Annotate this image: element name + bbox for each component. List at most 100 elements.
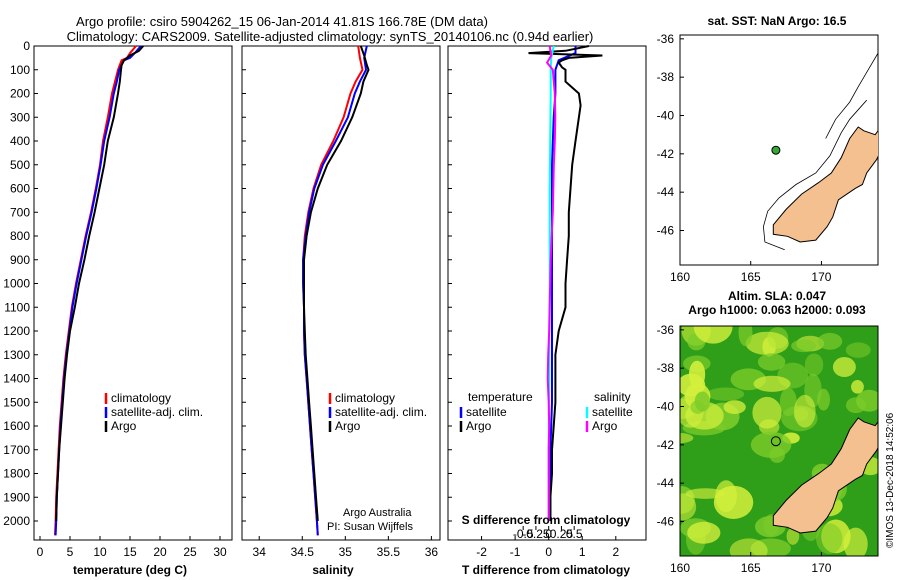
y-tick-label: 1600 — [3, 419, 30, 433]
sla-patch — [817, 332, 843, 350]
map-y-tick-label: -36 — [657, 32, 675, 46]
x-tick-label: -1 — [510, 545, 521, 559]
map-y-tick-label: -38 — [657, 361, 675, 375]
plot-frame — [447, 45, 647, 541]
float-position-marker — [770, 436, 781, 447]
sla-patch — [816, 523, 843, 555]
land-group — [772, 417, 878, 534]
plot-frame — [33, 45, 233, 541]
x-tick-label: 0 — [545, 545, 552, 559]
sla-patch — [845, 342, 871, 358]
sla-patch — [693, 326, 733, 344]
y-tick-label: 600 — [10, 182, 30, 196]
sla-patch — [750, 431, 792, 458]
legend-label: Argo — [335, 419, 361, 433]
sla-patch — [680, 493, 697, 521]
sla-patch — [851, 379, 864, 394]
map-x-tick-label: 160 — [670, 561, 690, 575]
x-tick-label: 25 — [183, 545, 197, 559]
y-tick-label: 1400 — [3, 372, 30, 386]
y-tick-label: 1700 — [3, 443, 30, 457]
legend-label: satellite — [592, 405, 633, 419]
map-y-tick-label: -44 — [657, 476, 675, 490]
x-tick-label: 20 — [153, 545, 167, 559]
legend-label: climatology — [335, 391, 395, 405]
bathymetry-contour-1 — [825, 52, 878, 139]
sst-map-title: sat. SST: NaN Argo: 16.5 — [708, 14, 847, 28]
x-tick-label: 30 — [213, 545, 227, 559]
sla-patch — [706, 387, 745, 401]
x-tick-label: 0 — [37, 545, 44, 559]
y-tick-label: 1300 — [3, 348, 30, 362]
map-y-tick-label: -44 — [657, 185, 675, 199]
temperature-panel: 0100200300400500600700800900100011001200… — [3, 39, 233, 559]
x-tick-label: 15 — [123, 545, 137, 559]
y-tick-label: 0 — [23, 39, 30, 53]
x-tick-label: 34 — [253, 545, 267, 559]
salinity-xlabel: salinity — [312, 563, 354, 577]
sla-map-subtitle: Argo h1000: 0.063 h2000: 0.093 — [688, 303, 866, 317]
x2-tick-label: 0.5 — [566, 527, 583, 541]
sla-patch — [694, 391, 710, 412]
legend-label: satellite-adj. clim. — [335, 405, 427, 419]
y-tick-label: 500 — [10, 158, 30, 172]
y-tick-label: 900 — [10, 253, 30, 267]
sla-map-panel: 160 165 170 -36 -38 -40 -42 -44 -46 — [657, 323, 879, 575]
sla-map-title: Altim. SLA: 0.047 — [728, 289, 826, 303]
y-tick-label: 1500 — [3, 395, 30, 409]
legend-label: climatology — [111, 391, 171, 405]
legend-label: Argo — [111, 419, 137, 433]
legend-label: satellite — [466, 405, 507, 419]
sla-patch — [845, 397, 866, 414]
sla-patch — [723, 400, 746, 415]
bathymetry-contour-0 — [762, 99, 867, 251]
sla-patch — [729, 538, 768, 556]
south-island-land — [772, 126, 878, 243]
land-group — [762, 52, 878, 251]
map-y-tick-label: -42 — [657, 438, 675, 452]
series-line-salinity-argo — [545, 45, 557, 521]
x-tick-label: 10 — [93, 545, 107, 559]
difference-panel: -2 -1 0 1 2-0.5-0.2500.250.5temperaturesatel… — [447, 45, 647, 559]
south-island-land — [772, 417, 878, 534]
sla-patch — [745, 331, 789, 356]
map-x-tick-label: 170 — [811, 561, 831, 575]
y-tick-label: 1800 — [3, 467, 30, 481]
y-tick-label: 700 — [10, 205, 30, 219]
y-tick-label: 1000 — [3, 277, 30, 291]
sla-patch — [757, 353, 786, 371]
sla-patch — [687, 521, 721, 544]
sla-patch — [752, 396, 782, 429]
y-tick-label: 2000 — [3, 514, 30, 528]
sla-patch — [753, 375, 791, 392]
x2-tick-label: 0 — [545, 527, 552, 541]
map-x-tick-label: 165 — [741, 270, 761, 284]
salinity-annotation-line2: PI: Susan Wijffels — [327, 521, 413, 533]
sla-patch — [804, 353, 824, 377]
sla-patch — [817, 388, 830, 411]
x-tick-label: 34.5 — [291, 545, 315, 559]
y-tick-label: 200 — [10, 87, 30, 101]
x2-tick-label: -0.25 — [522, 527, 550, 541]
series-group — [54, 45, 144, 536]
series-group — [528, 45, 603, 521]
map-x-tick-label: 160 — [670, 270, 690, 284]
map-y-tick-label: -36 — [657, 323, 675, 337]
map-y-tick-label: -42 — [657, 147, 675, 161]
map-y-tick-label: -46 — [657, 224, 675, 238]
y-tick-label: 100 — [10, 63, 30, 77]
map-y-tick-label: -38 — [657, 70, 675, 84]
x-tick-label: 35 — [339, 545, 353, 559]
y-tick-label: 1100 — [4, 300, 30, 314]
x-tick-label: -2 — [476, 545, 487, 559]
sla-patch — [843, 527, 868, 556]
difference-xlabel2: S difference from climatology — [462, 513, 631, 527]
series-group — [302, 45, 370, 536]
sst-map-panel: 160 165 170 -36 -38 -40 -42 -44 -46 — [657, 32, 879, 284]
y-tick-label: 1900 — [3, 490, 30, 504]
difference-xlabel: T difference from climatology — [462, 563, 630, 577]
map-y-tick-label: -40 — [657, 109, 675, 123]
x-tick-label: 36 — [425, 545, 439, 559]
sla-patch — [680, 433, 694, 444]
